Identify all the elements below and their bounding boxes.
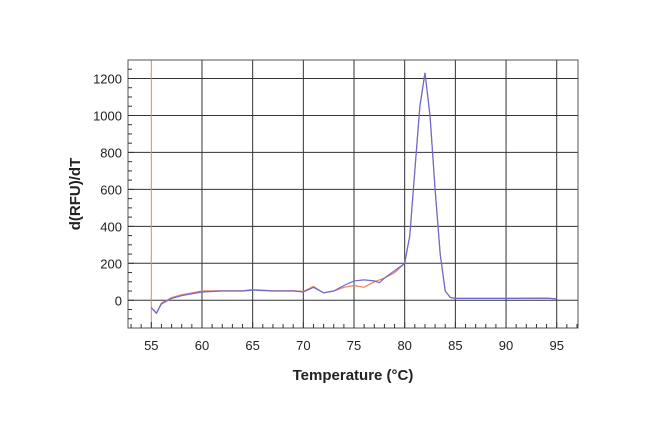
series-line-2 [150, 72, 557, 315]
x-tick-label: 55 [144, 338, 158, 353]
series-layer [150, 72, 557, 315]
x-tick-label: 75 [347, 338, 361, 353]
y-axis-label: d(RFU)/dT [67, 158, 84, 230]
x-tick-label: 90 [499, 338, 513, 353]
x-tick-label: 65 [245, 338, 259, 353]
axes: 55 60 65 70 75 80 85 90 95 0 200 400 600 800 1000 1200 [93, 59, 579, 353]
y-tick-label: 800 [100, 145, 122, 160]
y-tick-label: 0 [115, 293, 122, 308]
x-tick-label: 70 [296, 338, 310, 353]
y-tick-label: 600 [100, 182, 122, 197]
grid [128, 60, 578, 328]
x-tick-label: 85 [448, 338, 462, 353]
y-tick-label: 200 [100, 256, 122, 271]
x-tick-label: 60 [195, 338, 209, 353]
x-tick-label: 80 [397, 338, 411, 353]
y-tick-label: 1000 [93, 108, 122, 123]
plot-frame [127, 59, 579, 329]
y-tick-label: 400 [100, 219, 122, 234]
x-axis-label: Temperature (°C) [293, 367, 414, 384]
x-tick-label: 95 [549, 338, 563, 353]
y-tick-label: 1200 [93, 71, 122, 86]
